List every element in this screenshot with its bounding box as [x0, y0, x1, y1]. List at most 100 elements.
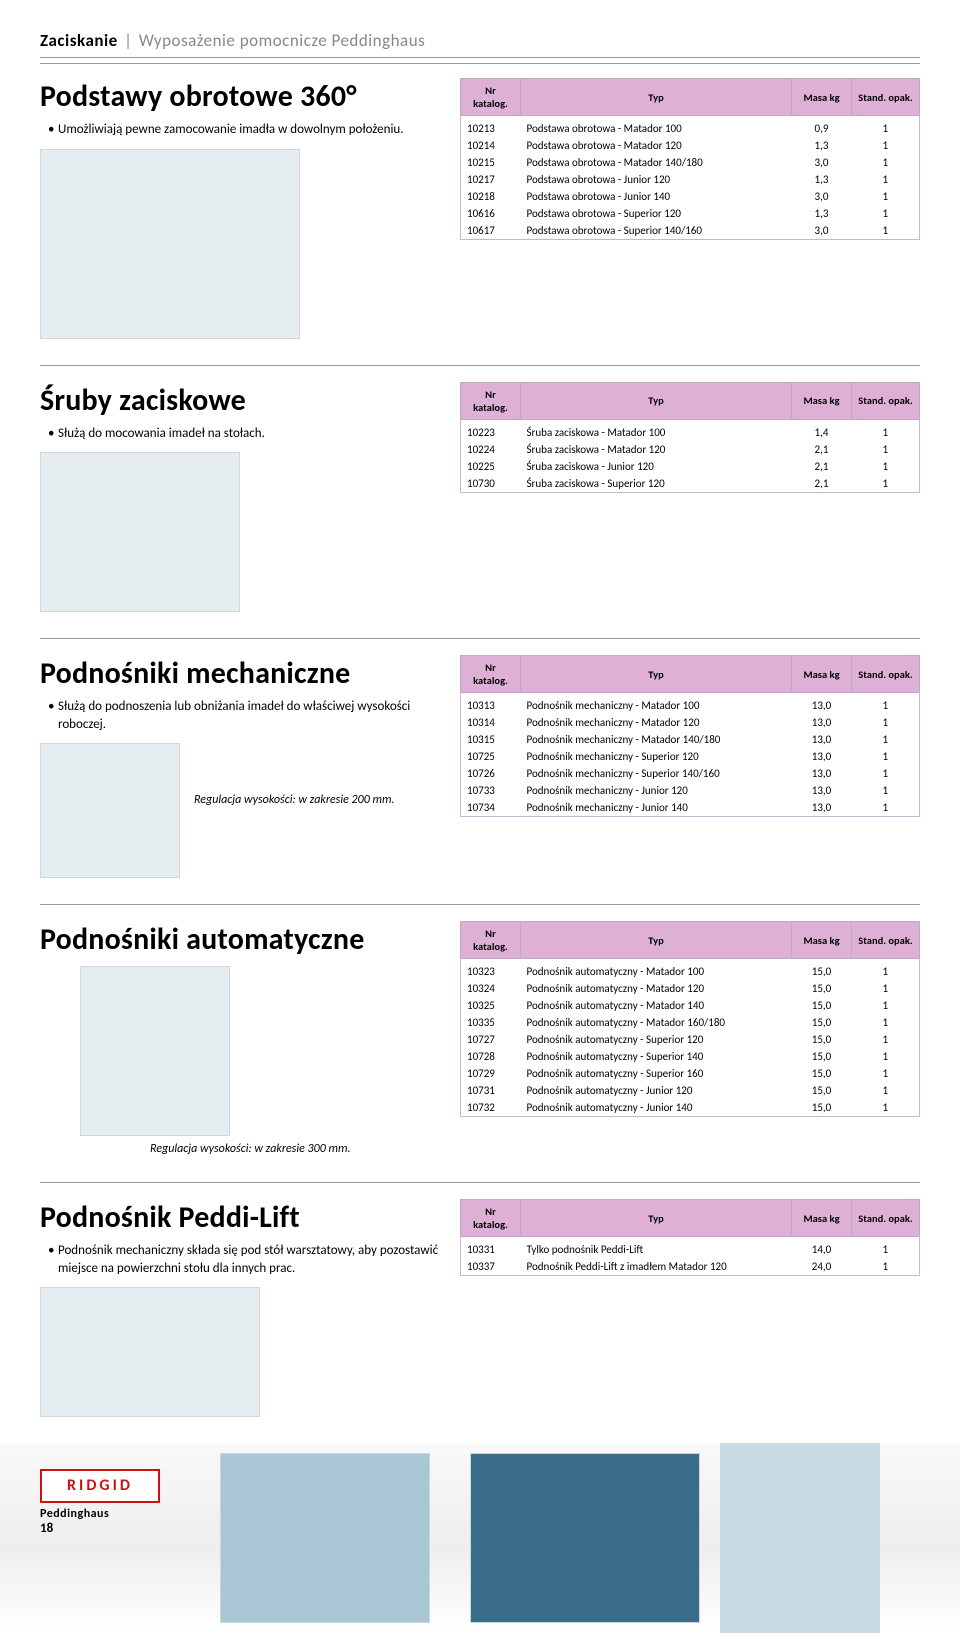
table-cell: 1 [852, 1082, 920, 1099]
section-left: Podnośnik Peddi-LiftPodnośnik mechaniczn… [40, 1199, 460, 1417]
table-cell: 13,0 [792, 731, 852, 748]
footer-image-1 [220, 1453, 430, 1623]
section-right: Nr katalog.TypMasa kgStand. opak.10223Śr… [460, 382, 920, 493]
table-cell: 1 [852, 154, 920, 171]
table-cell: Podnośnik automatyczny - Superior 160 [521, 1065, 792, 1082]
section: Podnośnik Peddi-LiftPodnośnik mechaniczn… [40, 1199, 920, 1417]
table-cell: Podnośnik automatyczny - Superior 140 [521, 1048, 792, 1065]
section-title: Śruby zaciskowe [40, 382, 446, 419]
table-cell: 10733 [461, 782, 521, 799]
section-caption: Regulacja wysokości: w zakresie 200 mm. [194, 793, 395, 807]
table-cell: Podnośnik mechaniczny - Junior 140 [521, 799, 792, 817]
table-cell: Podnośnik mechaniczny - Matador 100 [521, 693, 792, 715]
table-cell: 15,0 [792, 980, 852, 997]
table-cell: 10728 [461, 1048, 521, 1065]
table-cell: 10314 [461, 714, 521, 731]
table-cell: 1 [852, 1099, 920, 1117]
table-cell: 1 [852, 171, 920, 188]
header-rule [40, 57, 920, 64]
table-cell: 10331 [461, 1237, 521, 1259]
table-cell: Podstawa obrotowa - Superior 120 [521, 205, 792, 222]
table-cell: Podnośnik mechaniczny - Matador 120 [521, 714, 792, 731]
table-cell: 10313 [461, 693, 521, 715]
table-row: 10731Podnośnik automatyczny - Junior 120… [461, 1082, 920, 1099]
table-cell: 1 [852, 1237, 920, 1259]
product-image [40, 743, 180, 878]
section: Podnośniki mechaniczne Służą do podnoszen… [40, 655, 920, 878]
breadcrumb-main: Zaciskanie [40, 30, 118, 51]
table-cell: 10729 [461, 1065, 521, 1082]
table-cell: 1 [852, 441, 920, 458]
table-header-nr: Nr katalog. [461, 922, 521, 959]
breadcrumb-sep: | [124, 30, 132, 51]
table-cell: 1 [852, 997, 920, 1014]
footer-image-2 [470, 1453, 700, 1623]
catalog-table: Nr katalog.TypMasa kgStand. opak.10323Po… [460, 921, 920, 1117]
table-cell: Podnośnik automatyczny - Matador 120 [521, 980, 792, 997]
table-cell: 2,1 [792, 475, 852, 493]
table-cell: Podstawa obrotowa - Matador 100 [521, 116, 792, 138]
section-notes: Podnośnik mechaniczny składa się pod stó… [40, 1242, 446, 1277]
table-row: 10616Podstawa obrotowa - Superior 1201,3… [461, 205, 920, 222]
table-row: 10223Śruba zaciskowa - Matador 1001,41 [461, 419, 920, 441]
section: Podstawy obrotowe 360°Umożliwiają pewne … [40, 78, 920, 339]
table-header-masa: Masa kg [792, 79, 852, 116]
table-cell: Podnośnik automatyczny - Matador 100 [521, 959, 792, 981]
table-cell: 10218 [461, 188, 521, 205]
section-divider [40, 904, 920, 905]
table-cell: 10726 [461, 765, 521, 782]
table-cell: 10734 [461, 799, 521, 817]
table-row: 10727Podnośnik automatyczny - Superior 1… [461, 1031, 920, 1048]
table-cell: 0,9 [792, 116, 852, 138]
section-left: Podstawy obrotowe 360°Umożliwiają pewne … [40, 78, 460, 339]
table-row: 10215Podstawa obrotowa - Matador 140/180… [461, 154, 920, 171]
catalog-table: Nr katalog.TypMasa kgStand. opak.10313Po… [460, 655, 920, 817]
table-cell: 1 [852, 137, 920, 154]
table-cell: Podstawa obrotowa - Superior 140/160 [521, 222, 792, 240]
table-cell: 1 [852, 959, 920, 981]
table-cell: Tylko podnośnik Peddi-Lift [521, 1237, 792, 1259]
table-cell: 1 [852, 714, 920, 731]
table-header-nr: Nr katalog. [461, 1200, 521, 1237]
table-cell: Podnośnik automatyczny - Junior 120 [521, 1082, 792, 1099]
section-note: Służą do podnoszenia lub obniżania imade… [48, 698, 446, 733]
page-number: 18 [40, 1521, 53, 1536]
table-row: 10323Podnośnik automatyczny - Matador 10… [461, 959, 920, 981]
table-header-typ: Typ [521, 922, 792, 959]
table-cell: 10224 [461, 441, 521, 458]
table-header-masa: Masa kg [792, 1200, 852, 1237]
table-header-std: Stand. opak. [852, 1200, 920, 1237]
table-cell: 13,0 [792, 782, 852, 799]
footer-logos: RIDGID Peddinghaus [40, 1469, 160, 1521]
section-left: Podnośniki mechaniczne Służą do podnoszen… [40, 655, 460, 878]
table-cell: Podnośnik automatyczny - Superior 120 [521, 1031, 792, 1048]
footer-strip: RIDGID Peddinghaus 18 [0, 1443, 960, 1633]
table-cell: 10223 [461, 419, 521, 441]
table-header-masa: Masa kg [792, 922, 852, 959]
table-cell: Podnośnik Peddi-Lift z imadłem Matador 1… [521, 1258, 792, 1276]
section-divider [40, 638, 920, 639]
table-cell: 1,3 [792, 205, 852, 222]
section-title: Podnośniki mechaniczne [40, 655, 446, 692]
table-header-std: Stand. opak. [852, 922, 920, 959]
table-cell: 1 [852, 116, 920, 138]
section-right: Nr katalog.TypMasa kgStand. opak.10323Po… [460, 921, 920, 1117]
product-image [40, 149, 300, 339]
table-cell: 13,0 [792, 765, 852, 782]
table-cell: 15,0 [792, 1099, 852, 1117]
table-cell: 10335 [461, 1014, 521, 1031]
table-cell: 1,4 [792, 419, 852, 441]
table-row: 10217Podstawa obrotowa - Junior 1201,31 [461, 171, 920, 188]
table-row: 10325Podnośnik automatyczny - Matador 14… [461, 997, 920, 1014]
section: Śruby zaciskoweSłużą do mocowania imadeł… [40, 382, 920, 613]
footer-image-3 [720, 1443, 880, 1633]
table-cell: Podnośnik mechaniczny - Superior 140/160 [521, 765, 792, 782]
table-cell: 1 [852, 799, 920, 817]
table-row: 10728Podnośnik automatyczny - Superior 1… [461, 1048, 920, 1065]
section-right: Nr katalog.TypMasa kgStand. opak.10313Po… [460, 655, 920, 817]
table-cell: 14,0 [792, 1237, 852, 1259]
table-cell: 13,0 [792, 693, 852, 715]
table-cell: 2,1 [792, 441, 852, 458]
table-cell: 10616 [461, 205, 521, 222]
table-cell: Podnośnik mechaniczny - Junior 120 [521, 782, 792, 799]
